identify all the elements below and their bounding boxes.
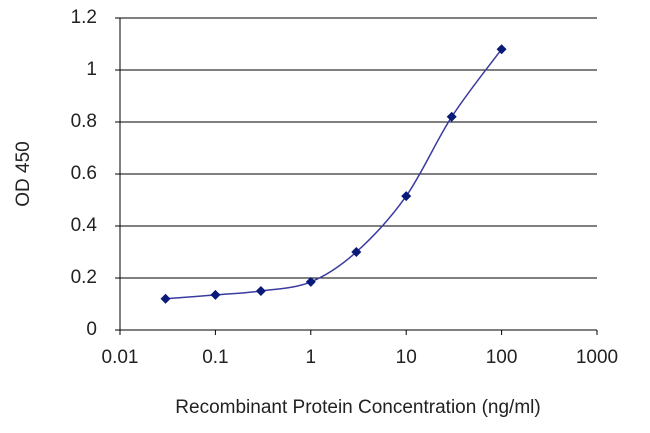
marker — [496, 44, 507, 55]
y-axis-label: OD 450 — [13, 141, 34, 206]
y-tick-label: 0.6 — [71, 163, 97, 184]
x-tick-label: 100 — [486, 347, 518, 368]
y-tick-label: 0 — [86, 319, 97, 340]
marker — [446, 111, 457, 122]
marker — [210, 289, 221, 300]
x-tick-label: 1000 — [576, 347, 618, 368]
marker — [255, 286, 266, 296]
x-tick-label: 0.01 — [102, 347, 139, 368]
y-tick-label: 1.2 — [71, 7, 97, 28]
y-tick-label: 0.4 — [71, 215, 98, 236]
marker — [401, 191, 412, 202]
marker — [305, 276, 316, 287]
x-tick-label: 1 — [306, 347, 317, 368]
x-tick-label: 10 — [396, 347, 417, 368]
x-tick-label: 0.1 — [202, 347, 228, 368]
y-tick-label: 0.8 — [71, 111, 97, 132]
y-tick-label: 0.2 — [71, 267, 97, 288]
marker — [351, 247, 362, 257]
marker — [160, 293, 171, 304]
x-axis-label: Recombinant Protein Concentration (ng/ml… — [175, 397, 540, 418]
y-tick-label: 1 — [86, 59, 97, 80]
